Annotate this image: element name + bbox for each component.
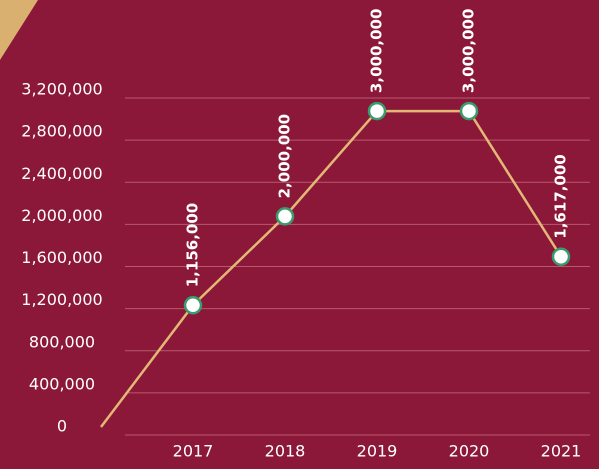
x-tick-label: 2021 xyxy=(541,442,582,461)
value-label: 3,000,000 xyxy=(460,9,478,93)
value-label: 3,000,000 xyxy=(368,9,386,93)
data-point xyxy=(551,247,571,266)
y-tick-label: 1,200,000 xyxy=(21,290,102,309)
data-point xyxy=(183,296,203,315)
x-tick-label: 2018 xyxy=(265,442,306,461)
y-tick-label: 1,600,000 xyxy=(21,248,102,267)
x-tick-label: 2017 xyxy=(173,442,214,461)
data-point xyxy=(367,101,387,121)
data-line xyxy=(100,109,563,428)
y-tick-label: 2,400,000 xyxy=(21,164,102,183)
y-tick-label: 2,800,000 xyxy=(21,122,102,141)
data-point xyxy=(459,101,479,121)
y-tick-label: 0 xyxy=(57,417,67,436)
value-label: 1,156,000 xyxy=(184,203,202,287)
value-label: 2,000,000 xyxy=(276,114,294,198)
y-tick-label: 3,200,000 xyxy=(21,80,102,99)
corner-decoration xyxy=(0,0,38,60)
y-tick-label: 400,000 xyxy=(29,374,95,393)
y-tick-label: 2,000,000 xyxy=(21,206,102,225)
value-label: 1,617,000 xyxy=(552,154,570,238)
x-tick-label: 2020 xyxy=(449,442,490,461)
data-point xyxy=(275,207,295,226)
y-tick-label: 800,000 xyxy=(29,332,95,351)
x-tick-label: 2019 xyxy=(357,442,398,461)
